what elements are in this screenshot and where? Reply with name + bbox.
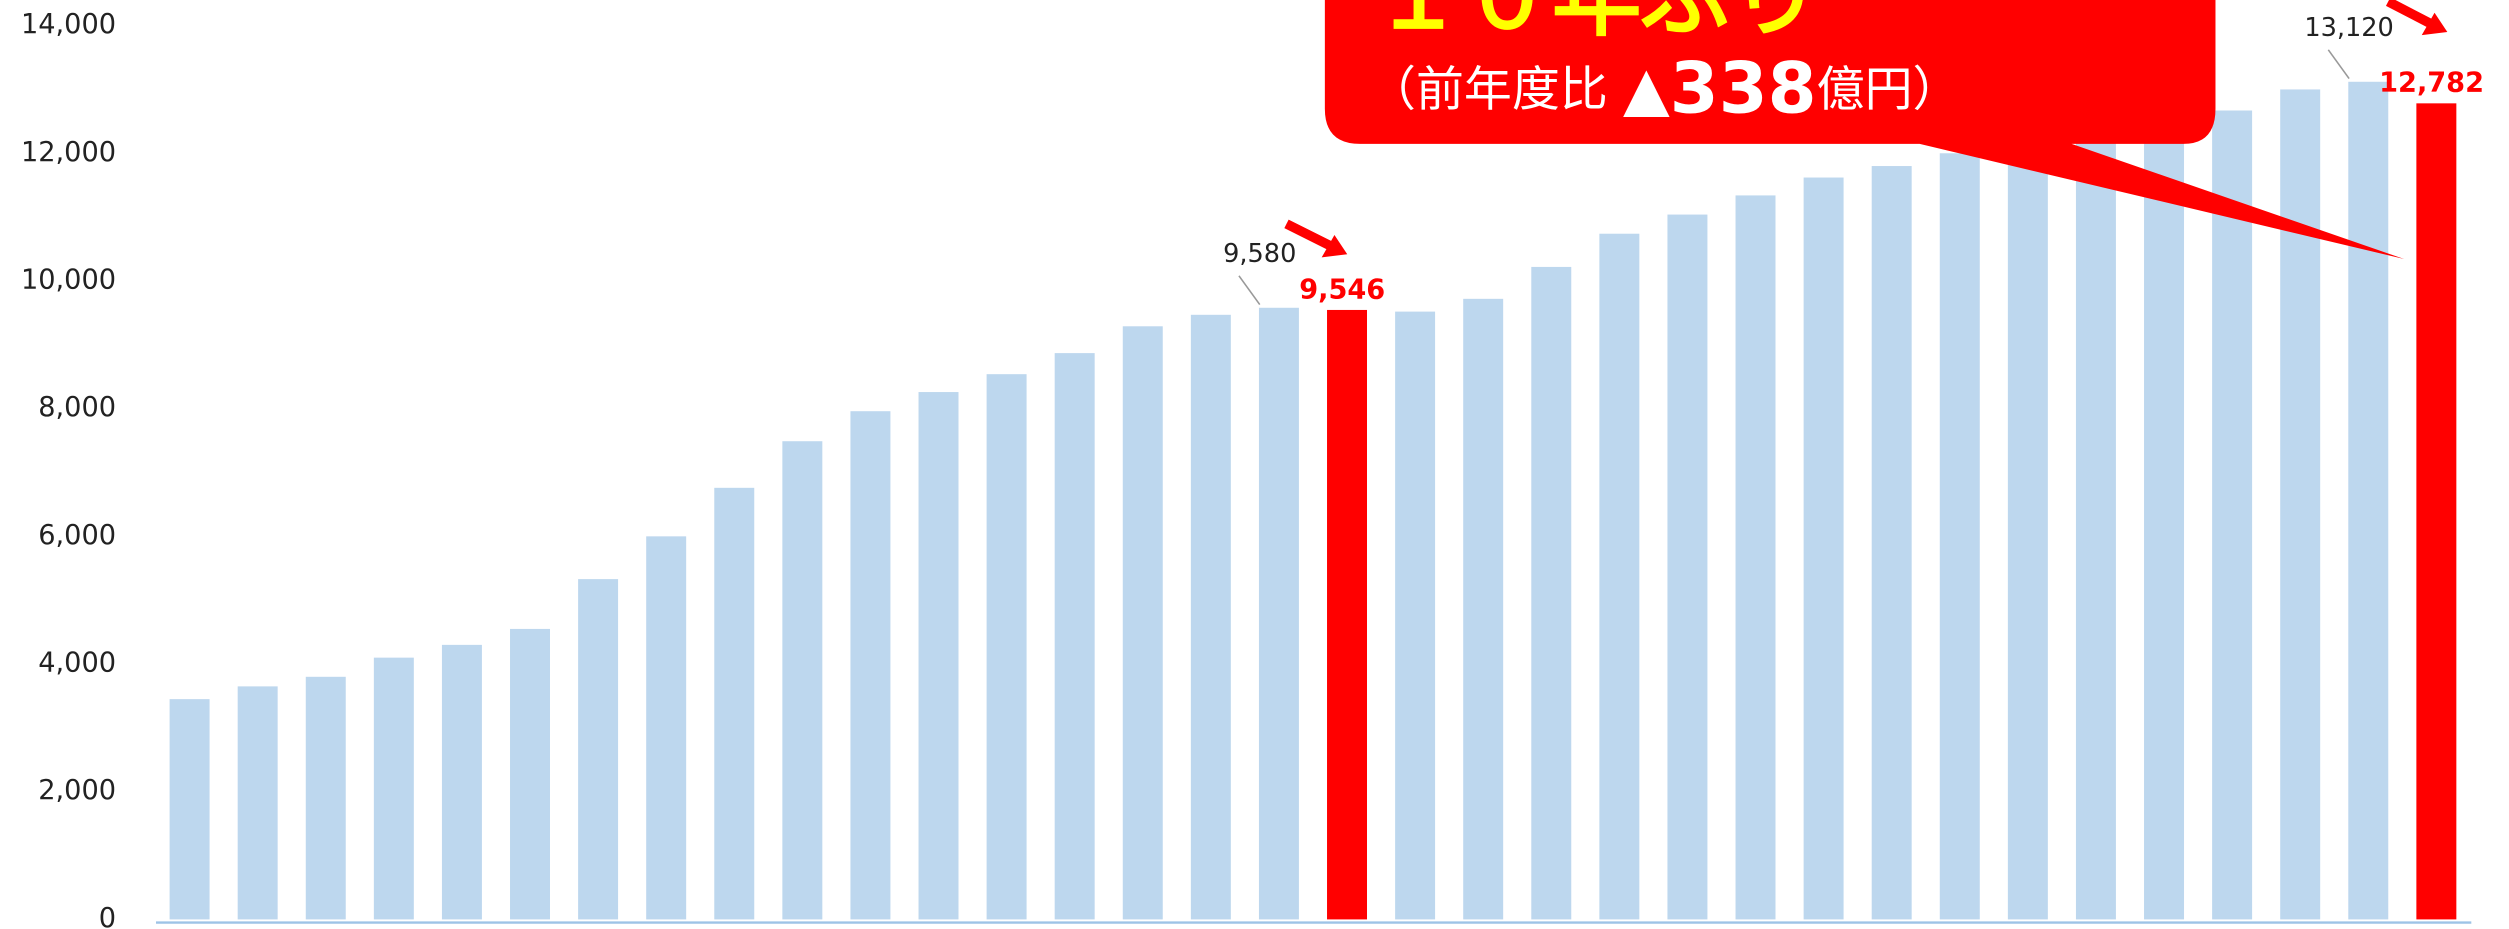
bar — [1395, 311, 1436, 920]
bar — [237, 686, 278, 920]
bar — [578, 579, 619, 920]
y-tick-label: 14,000 — [21, 9, 116, 40]
bar — [2280, 89, 2321, 920]
arrow — [2385, 0, 2448, 36]
data-label: 13,120 — [2304, 13, 2394, 43]
y-tick-label: 8,000 — [38, 392, 116, 423]
bar — [1258, 307, 1299, 920]
bar — [850, 411, 891, 920]
bar — [2007, 140, 2048, 920]
arrow — [1284, 219, 1348, 258]
bar — [1939, 153, 1980, 920]
bar — [918, 392, 959, 920]
bar — [1327, 309, 1368, 920]
callout-part: ▲ — [1623, 54, 1670, 124]
arrow-shaft — [2385, 0, 2434, 29]
bar — [782, 441, 823, 920]
arrow-head — [2421, 12, 2448, 36]
y-tick-label: 0 — [99, 903, 116, 929]
bar — [169, 699, 210, 920]
bar — [646, 536, 687, 920]
bar — [1122, 326, 1163, 920]
y-tick-label: 10,000 — [21, 264, 116, 295]
leader-line — [1238, 275, 1261, 306]
arrow-head — [1321, 235, 1348, 258]
bar — [1803, 177, 1844, 920]
bar — [2348, 81, 2389, 920]
y-tick-label: 6,000 — [38, 520, 116, 551]
bar — [1871, 166, 1912, 920]
data-label: 9,580 — [1223, 239, 1296, 269]
callout-part: （前年度比 — [1368, 62, 1623, 118]
y-tick-label: 2,000 — [38, 775, 116, 806]
callout-part: 億円） — [1817, 62, 1961, 118]
bar — [2416, 103, 2457, 920]
bar — [2075, 134, 2116, 920]
leader-line — [2327, 49, 2350, 80]
y-tick-label: 12,000 — [21, 137, 116, 168]
callout-bubble — [1324, 0, 2405, 260]
bar — [1599, 233, 1640, 920]
bar — [986, 374, 1027, 920]
bar — [510, 628, 550, 920]
bar — [1054, 353, 1095, 920]
bar — [714, 487, 755, 920]
data-label: 9,546 — [1299, 274, 1385, 305]
bar — [2212, 110, 2253, 920]
bar — [373, 657, 414, 920]
bar — [441, 644, 482, 920]
bar — [305, 676, 346, 920]
bar — [1190, 314, 1231, 920]
data-label: 12,782 — [2379, 68, 2484, 99]
callout-sub: （前年度比 ▲338億円） — [1368, 47, 1960, 129]
bar — [2144, 118, 2185, 920]
callout-headline: １０年ぶり — [1373, 0, 1821, 50]
bar — [1667, 214, 1708, 920]
arrow-shaft — [1284, 219, 1334, 251]
bar — [1735, 195, 1776, 920]
callout: １０年ぶり （前年度比 ▲338億円） — [1324, 0, 2405, 260]
bar — [1531, 266, 1572, 920]
y-tick-label: 4,000 — [38, 648, 116, 679]
bar — [1463, 298, 1504, 920]
callout-part: 338 — [1670, 47, 1817, 129]
